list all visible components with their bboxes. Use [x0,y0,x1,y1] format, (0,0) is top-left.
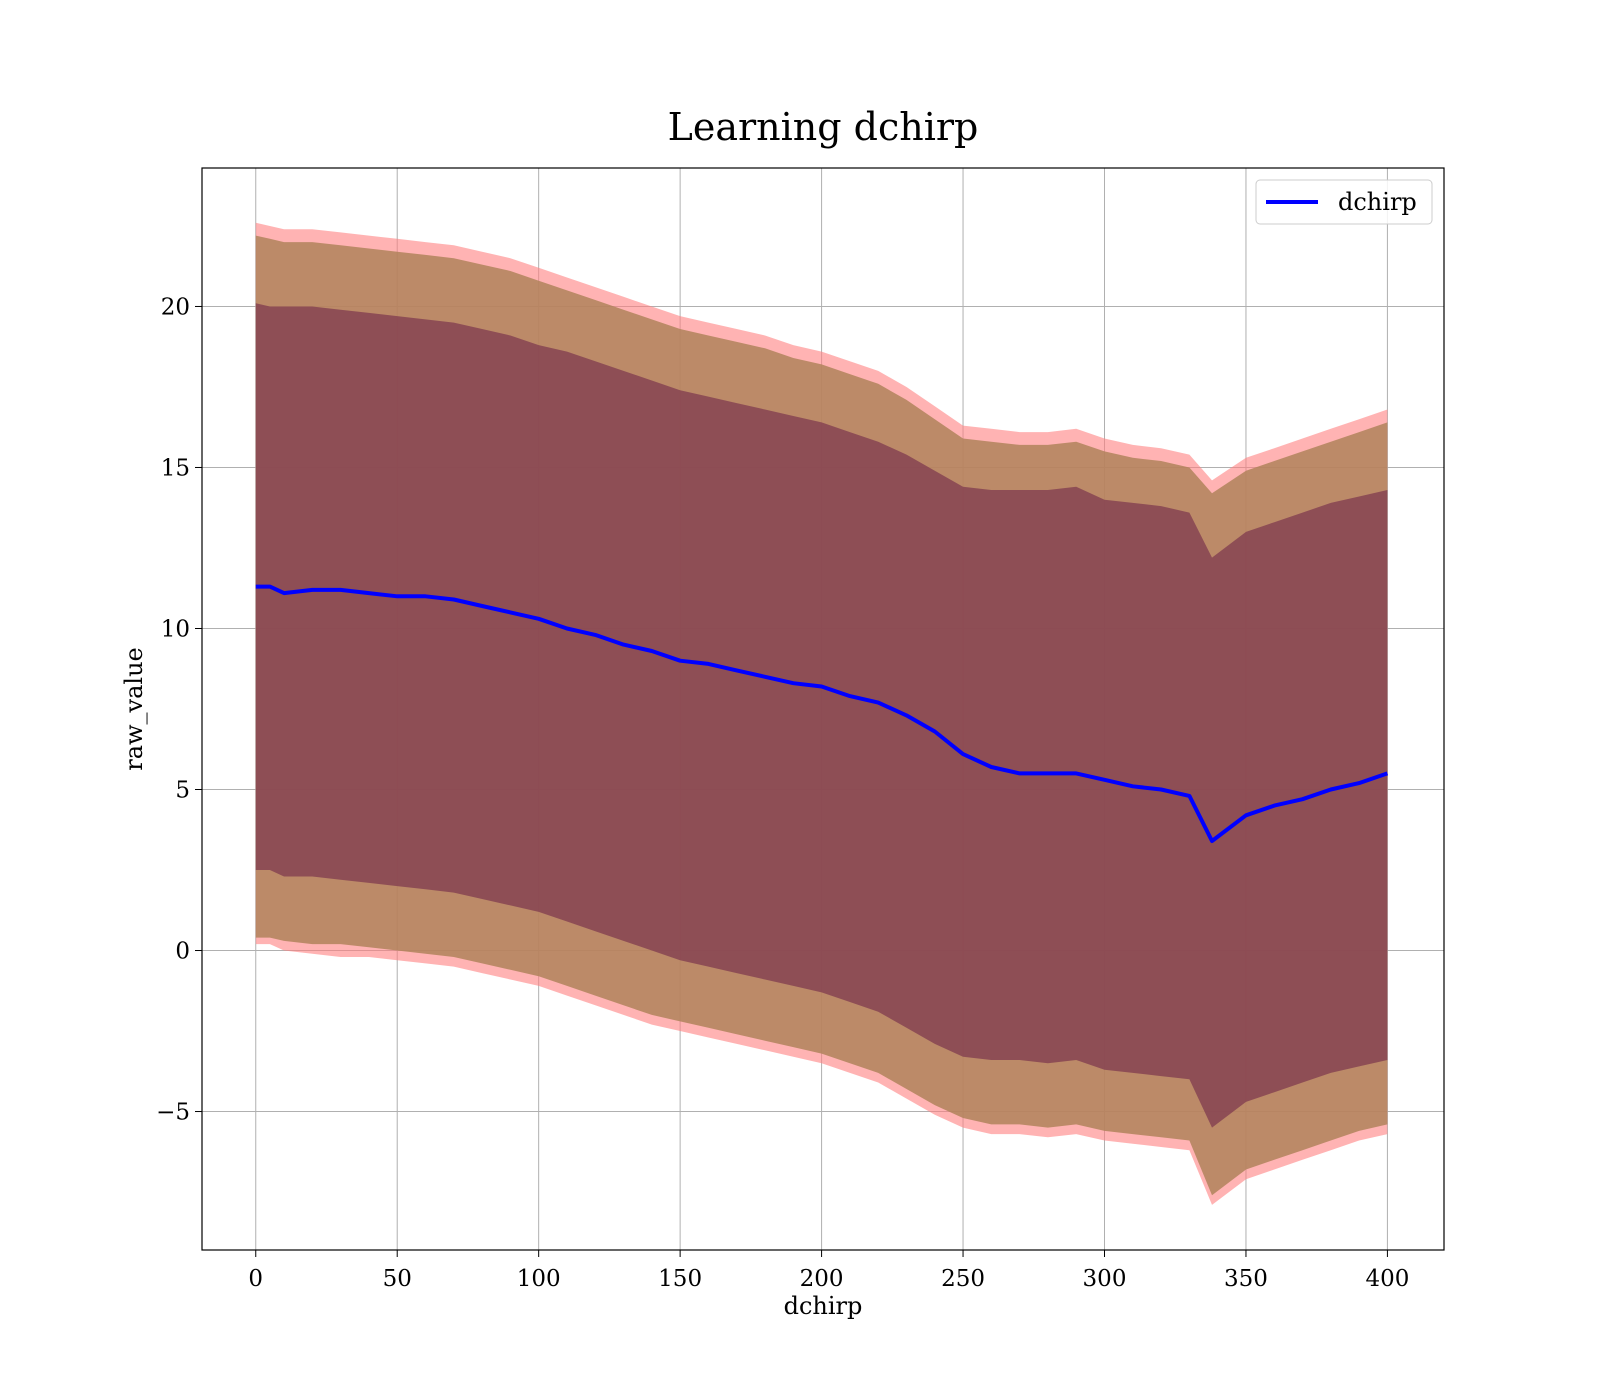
confidence-bands [255,222,1388,1205]
plot-frame [201,167,1445,1251]
band-inner [255,303,1388,1128]
y-tick-label: 0 [175,939,190,965]
y-tick-label: −5 [156,1100,190,1126]
x-tick-label: 250 [941,1266,985,1292]
legend-box [1255,179,1433,225]
x-tick-label: 300 [1083,1266,1127,1292]
x-axis-label: dchirp [784,1292,863,1320]
x-tick-label: 100 [517,1266,561,1292]
x-tick-label: 350 [1224,1266,1268,1292]
legend: dchirp [1255,179,1433,225]
x-axis: 0 50 100 150 200 250 300 350 400 [248,1250,1409,1292]
x-tick-label: 150 [658,1266,702,1292]
y-axis: −5 0 5 10 15 20 [156,294,202,1126]
y-axis-label: raw_value [120,647,148,771]
series-line-dchirp [255,584,1389,843]
x-tick-label: 50 [383,1266,412,1292]
y-tick-label: 5 [175,778,190,804]
y-tick-label: 10 [161,616,190,642]
chart-title: Learning dchirp [668,105,979,149]
y-tick-label: 20 [161,294,190,320]
x-tick-label: 0 [248,1266,263,1292]
x-tick-label: 400 [1365,1266,1409,1292]
legend-label-dchirp: dchirp [1338,188,1417,216]
x-tick-label: 200 [800,1266,844,1292]
y-tick-label: 15 [161,455,190,481]
